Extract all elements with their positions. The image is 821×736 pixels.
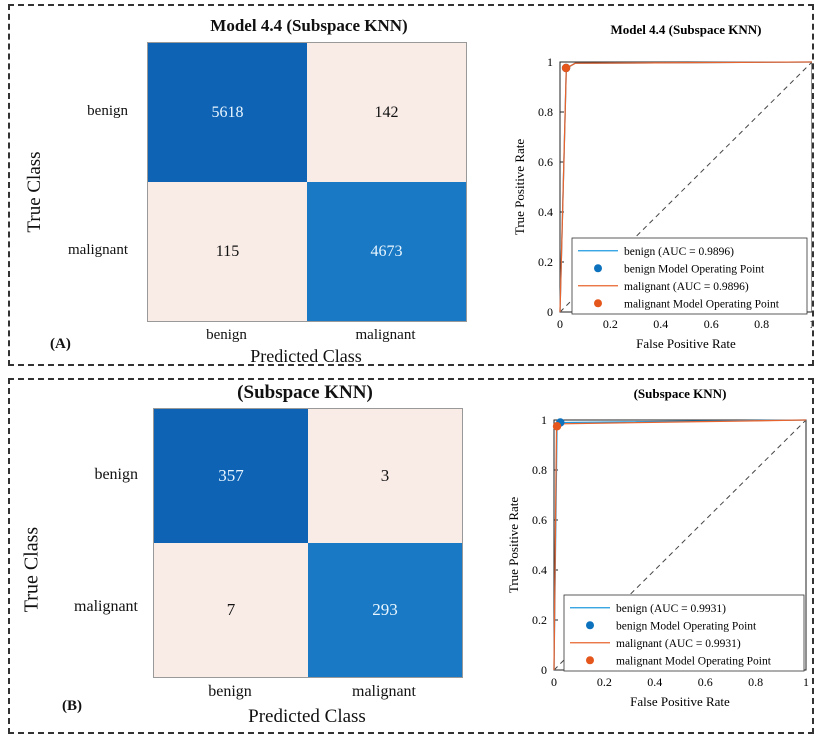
legend-label: malignant Model Operating Point xyxy=(616,655,772,667)
y-tick-label: 0.8 xyxy=(538,105,553,119)
cm-a-title: Model 4.4 (Subspace KNN) xyxy=(210,16,408,35)
y-tick-label: 0 xyxy=(541,663,547,677)
roc-chart-a: Model 4.4 (Subspace KNN) 0 0.2 0.4 0.6 0.8 1 0 0… xyxy=(512,22,812,351)
legend-label: malignant (AUC = 0.9896) xyxy=(624,281,749,293)
legend-swatch xyxy=(594,264,602,273)
legend-label: benign Model Operating Point xyxy=(616,620,757,632)
y-tick-label: 0.6 xyxy=(538,155,553,169)
x-tick-label: 0.2 xyxy=(603,317,618,331)
cm-cell: 142 xyxy=(307,43,466,182)
roc-xlabel: False Positive Rate xyxy=(630,694,730,709)
x-tick-label: 0.4 xyxy=(653,317,668,331)
legend-label: benign Model Operating Point xyxy=(624,263,765,275)
x-tick-label: 1 xyxy=(803,675,809,689)
cm-b-ylabel: True Class xyxy=(20,526,43,613)
cm-cell: 115 xyxy=(148,182,307,321)
roc-curve xyxy=(559,61,812,313)
x-tick-label: 1 xyxy=(809,317,812,331)
panel-b-tag: (B) xyxy=(62,698,82,714)
roc-ylabel: True Positive Rate xyxy=(506,497,521,594)
x-tick-label: 0.2 xyxy=(597,675,612,689)
x-tick-label: 0.6 xyxy=(704,317,719,331)
cm-b-title: (Subspace KNN) xyxy=(237,382,373,403)
cm-b-row-label: benign xyxy=(94,466,138,483)
y-tick-label: 1 xyxy=(541,413,547,427)
cm-a-ylabel: True Class xyxy=(24,151,45,233)
legend-label: benign (AUC = 0.9896) xyxy=(624,246,734,258)
cm-cell: 5618 xyxy=(148,43,307,182)
cm-a-xlabel: Predicted Class xyxy=(250,346,362,366)
y-tick-label: 1 xyxy=(547,55,553,69)
cm-b-row-label: malignant xyxy=(74,598,138,615)
cm-cell: 3 xyxy=(308,409,462,543)
x-tick-label: 0.8 xyxy=(754,317,769,331)
cm-a-row-label: benign xyxy=(87,103,128,119)
panel-b: (B) (Subspace KNN) True Class benign mal… xyxy=(8,378,814,734)
cm-cell: 7 xyxy=(154,543,308,677)
x-tick-label: 0.4 xyxy=(647,675,662,689)
confusion-matrix-a: 5618 142 115 4673 xyxy=(147,42,467,322)
y-tick-label: 0.8 xyxy=(532,463,547,477)
x-tick-label: 0 xyxy=(557,317,563,331)
panel-a: (A) Model 4.4 (Subspace KNN) True Class … xyxy=(8,4,814,366)
legend-label: benign (AUC = 0.9931) xyxy=(616,603,726,615)
cm-cell: 4673 xyxy=(307,182,466,321)
cm-a-col-label: malignant xyxy=(355,327,416,343)
roc-xlabel: False Positive Rate xyxy=(636,336,736,351)
cm-b-col-label: benign xyxy=(208,683,252,700)
roc-title: (Subspace KNN) xyxy=(634,386,727,401)
x-tick-label: 0.6 xyxy=(698,675,713,689)
operating-point xyxy=(552,422,562,431)
legend-swatch xyxy=(594,299,602,308)
roc-ylabel: True Positive Rate xyxy=(512,139,527,236)
roc-chart-b: (Subspace KNN) 0 0.2 0.4 0.6 0.8 1 0 0.2 0.4 0.6 0.… xyxy=(506,386,809,709)
x-tick-label: 0 xyxy=(551,675,557,689)
y-tick-label: 0.6 xyxy=(532,513,547,527)
panel-a-tag: (A) xyxy=(50,336,71,352)
confusion-matrix-b: 357 3 7 293 xyxy=(153,408,463,678)
legend-label: malignant Model Operating Point xyxy=(624,298,780,310)
legend-label: malignant (AUC = 0.9931) xyxy=(616,638,741,650)
operating-point xyxy=(561,63,571,73)
y-tick-label: 0.2 xyxy=(538,255,553,269)
y-tick-label: 0.2 xyxy=(532,613,547,627)
legend-swatch xyxy=(586,621,594,630)
legend-swatch xyxy=(586,656,594,665)
cm-b-col-label: malignant xyxy=(352,683,416,700)
y-tick-label: 0.4 xyxy=(532,563,547,577)
cm-a-col-label: benign xyxy=(206,327,247,343)
x-tick-label: 0.8 xyxy=(748,675,763,689)
y-tick-label: 0.4 xyxy=(538,205,553,219)
cm-b-xlabel: Predicted Class xyxy=(248,706,366,727)
y-tick-label: 0 xyxy=(547,305,553,319)
cm-a-row-label: malignant xyxy=(68,242,128,258)
cm-cell: 357 xyxy=(154,409,308,543)
roc-title: Model 4.4 (Subspace KNN) xyxy=(611,22,762,37)
cm-cell: 293 xyxy=(308,543,462,677)
